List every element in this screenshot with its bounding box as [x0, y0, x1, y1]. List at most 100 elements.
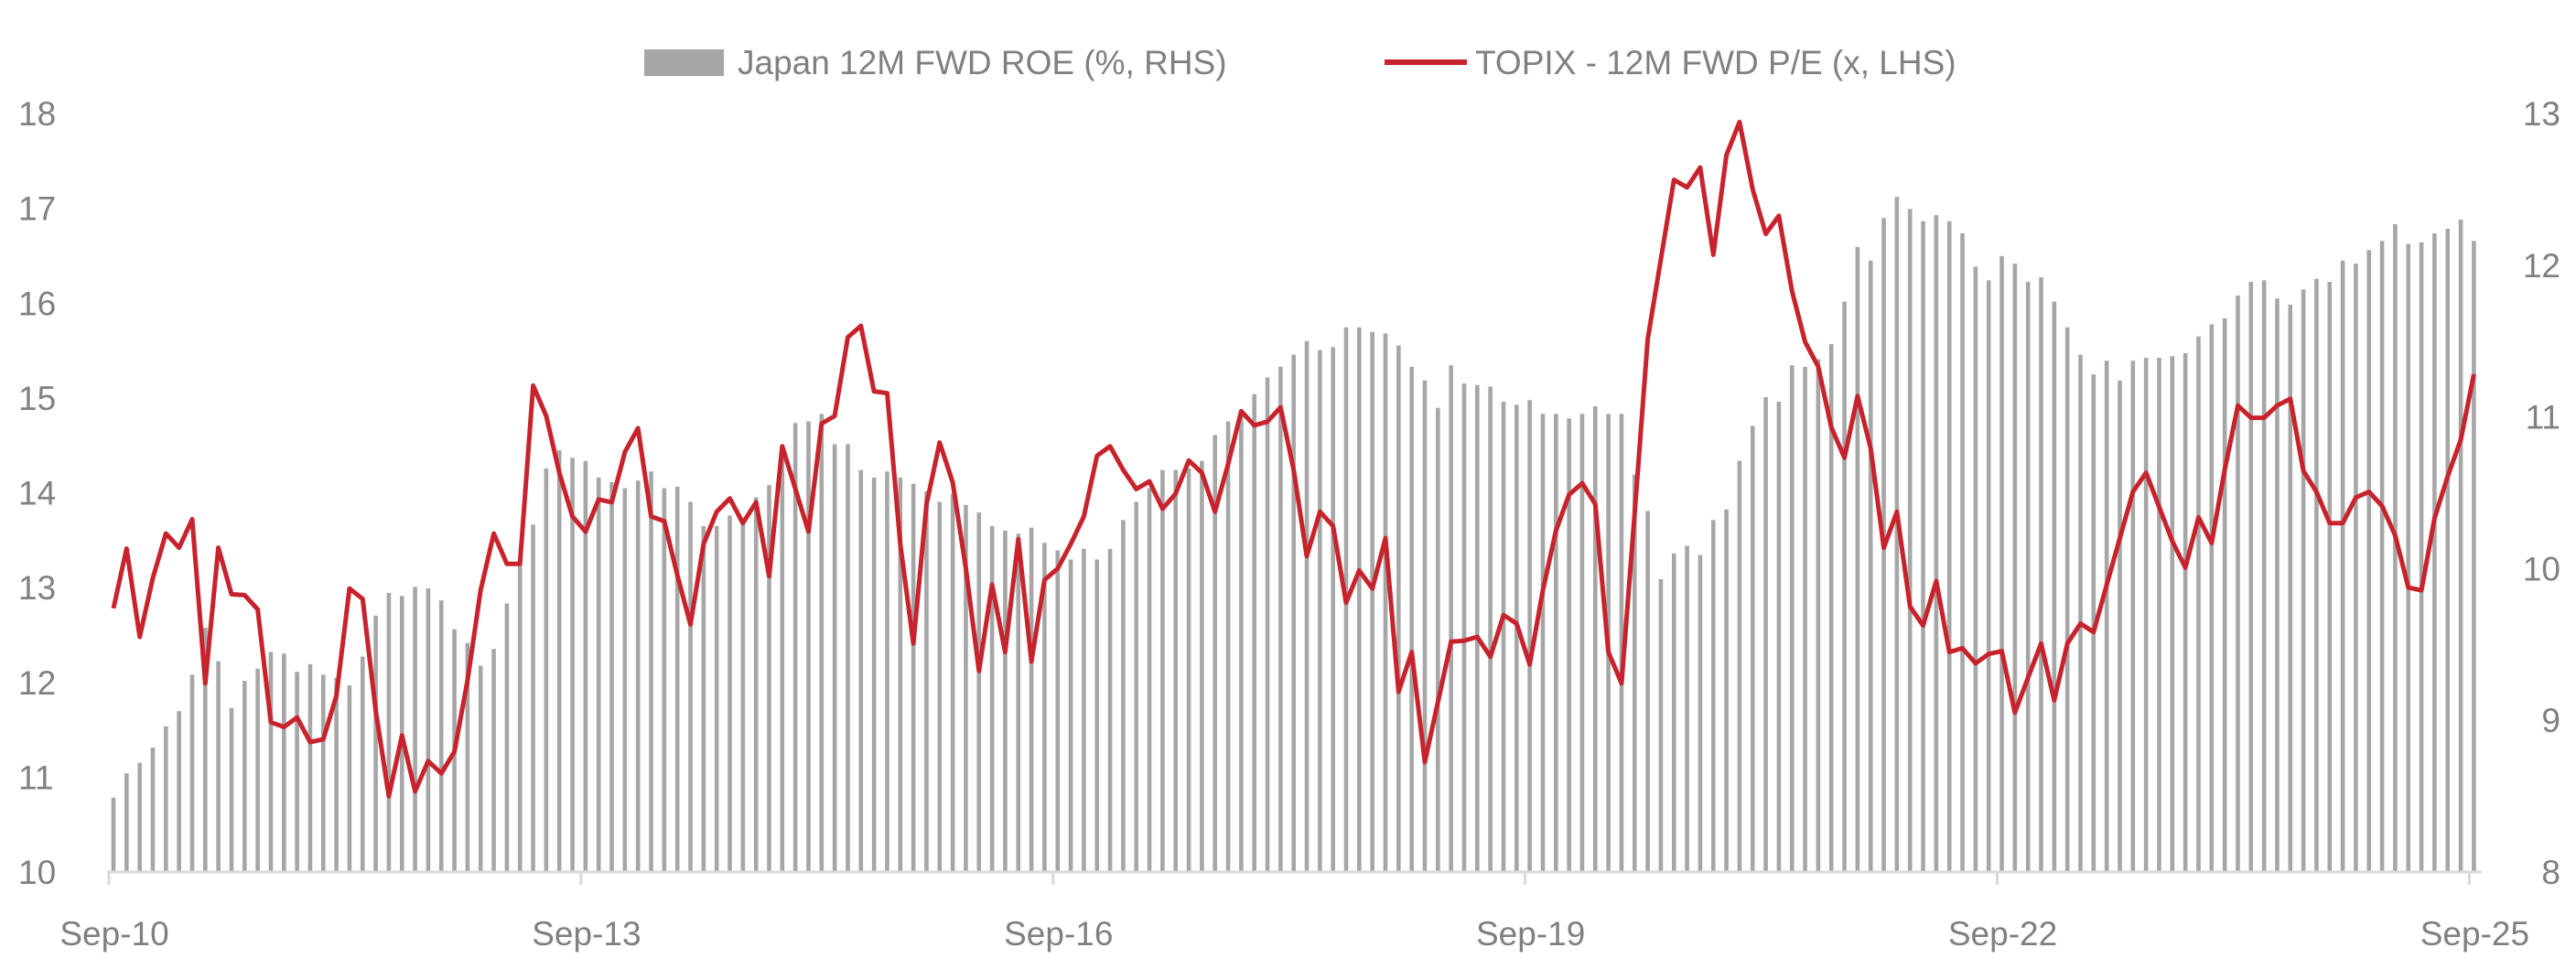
roe-bar: [2288, 304, 2293, 873]
roe-bar: [937, 501, 943, 872]
roe-bar: [1475, 384, 1480, 873]
roe-bar: [1855, 246, 1860, 872]
roe-bar: [216, 661, 221, 872]
roe-bar: [1789, 365, 1795, 872]
roe-bar: [2052, 301, 2057, 872]
roe-bar: [281, 653, 286, 872]
y-left-tick-label: 16: [18, 285, 56, 322]
roe-bar: [1986, 280, 1991, 872]
roe-bar: [1029, 527, 1034, 872]
roe-bar: [2472, 241, 2476, 873]
roe-bar: [1527, 400, 1532, 872]
roe-bar: [1763, 397, 1768, 872]
roe-bar: [674, 486, 680, 872]
x-tick-label: Sep-13: [532, 915, 641, 953]
roe-bar: [570, 458, 575, 872]
roe-bar: [2354, 264, 2358, 873]
roe-bar: [295, 672, 299, 872]
roe-bar: [767, 485, 771, 872]
roe-bar: [2130, 361, 2136, 872]
roe-bar: [2327, 282, 2333, 873]
roe-bar: [2432, 232, 2437, 872]
x-tick-label: Sep-19: [1476, 915, 1585, 953]
roe-bar: [1567, 418, 1571, 872]
roe-bar: [2366, 250, 2372, 873]
roe-bar: [964, 504, 968, 872]
roe-bar: [1514, 404, 1519, 872]
roe-bar: [2406, 243, 2411, 872]
roe-bar: [1265, 377, 1270, 872]
roe-bar: [662, 488, 667, 872]
roe-bar: [203, 628, 208, 872]
roe-bar: [1304, 340, 1310, 872]
roe-bar: [243, 681, 247, 872]
legend-label-roe: Japan 12M FWD ROE (%, RHS): [738, 44, 1227, 81]
roe-bar: [2183, 352, 2188, 872]
roe-bar: [2012, 264, 2018, 873]
x-tick-label: Sep-10: [59, 915, 168, 953]
y-right-tick-label: 13: [2523, 95, 2560, 133]
roe-bar: [1960, 232, 1965, 872]
roe-bar: [347, 685, 352, 872]
roe-bar: [2445, 229, 2451, 872]
roe-bar: [531, 524, 535, 872]
roe-bar: [898, 477, 903, 872]
roe-bar: [1318, 350, 1322, 872]
roe-bar: [1894, 197, 1900, 872]
roe-bar: [989, 525, 995, 872]
roe-bar: [2143, 357, 2149, 872]
roe-bar: [1750, 425, 1755, 872]
roe-bar: [2301, 289, 2306, 872]
roe-bar: [1999, 255, 2004, 872]
y-right-tick-label: 8: [2541, 854, 2560, 891]
roe-bar: [2261, 280, 2267, 872]
roe-bar: [1186, 468, 1191, 872]
roe-bar: [1147, 488, 1152, 872]
roe-bar: [806, 421, 811, 872]
roe-bar: [1003, 530, 1008, 872]
roe-bar: [2458, 220, 2463, 872]
y-left-tick-label: 12: [18, 664, 56, 702]
roe-bar: [177, 711, 181, 872]
roe-bar: [1488, 386, 1493, 872]
roe-bar: [1592, 405, 1598, 872]
roe-bar: [2248, 282, 2254, 873]
roe-bar: [1973, 266, 1978, 872]
legend-swatch-roe: [644, 49, 724, 76]
y-left-tick-label: 14: [18, 475, 56, 512]
roe-bar: [124, 773, 129, 872]
roe-bar: [1068, 559, 1073, 872]
roe-bar: [780, 446, 785, 872]
roe-bar: [1803, 366, 1807, 872]
roe-bar: [386, 592, 392, 872]
roe-bar: [714, 525, 719, 872]
x-axis-ticks: Sep-10 Sep-13 Sep-16 Sep-19 Sep-22 Sep-25: [59, 872, 2529, 953]
roe-bar: [2314, 278, 2319, 872]
roe-bar: [2275, 298, 2280, 872]
roe-bar: [465, 642, 470, 872]
roe-bar: [1331, 347, 1335, 872]
roe-bar: [1724, 509, 1729, 872]
roe-bar: [1239, 410, 1244, 872]
x-tick-label: Sep-22: [1948, 915, 2057, 953]
y-right-tick-label: 12: [2523, 247, 2560, 285]
roe-bar: [413, 587, 417, 872]
y-axis-right-labels: 8 9 10 11 12 13: [2523, 95, 2560, 891]
y-left-tick-label: 15: [18, 380, 56, 417]
roe-bar: [556, 450, 562, 872]
roe-bar: [426, 587, 431, 872]
roe-bar: [1225, 421, 1231, 872]
roe-bar: [2236, 295, 2240, 873]
roe-bar: [2091, 374, 2096, 872]
roe-bar: [1868, 260, 1873, 872]
roe-bar: [1946, 221, 1952, 872]
y-right-tick-label: 10: [2523, 550, 2560, 587]
roe-bar: [753, 497, 759, 872]
roe-bar: [320, 674, 326, 872]
roe-bar: [885, 471, 889, 872]
roe-bar: [1449, 365, 1453, 872]
roe-bar: [596, 477, 601, 872]
roe-bar: [1383, 333, 1388, 872]
roe-bar: [504, 603, 510, 872]
roe-bar: [1816, 359, 1821, 872]
